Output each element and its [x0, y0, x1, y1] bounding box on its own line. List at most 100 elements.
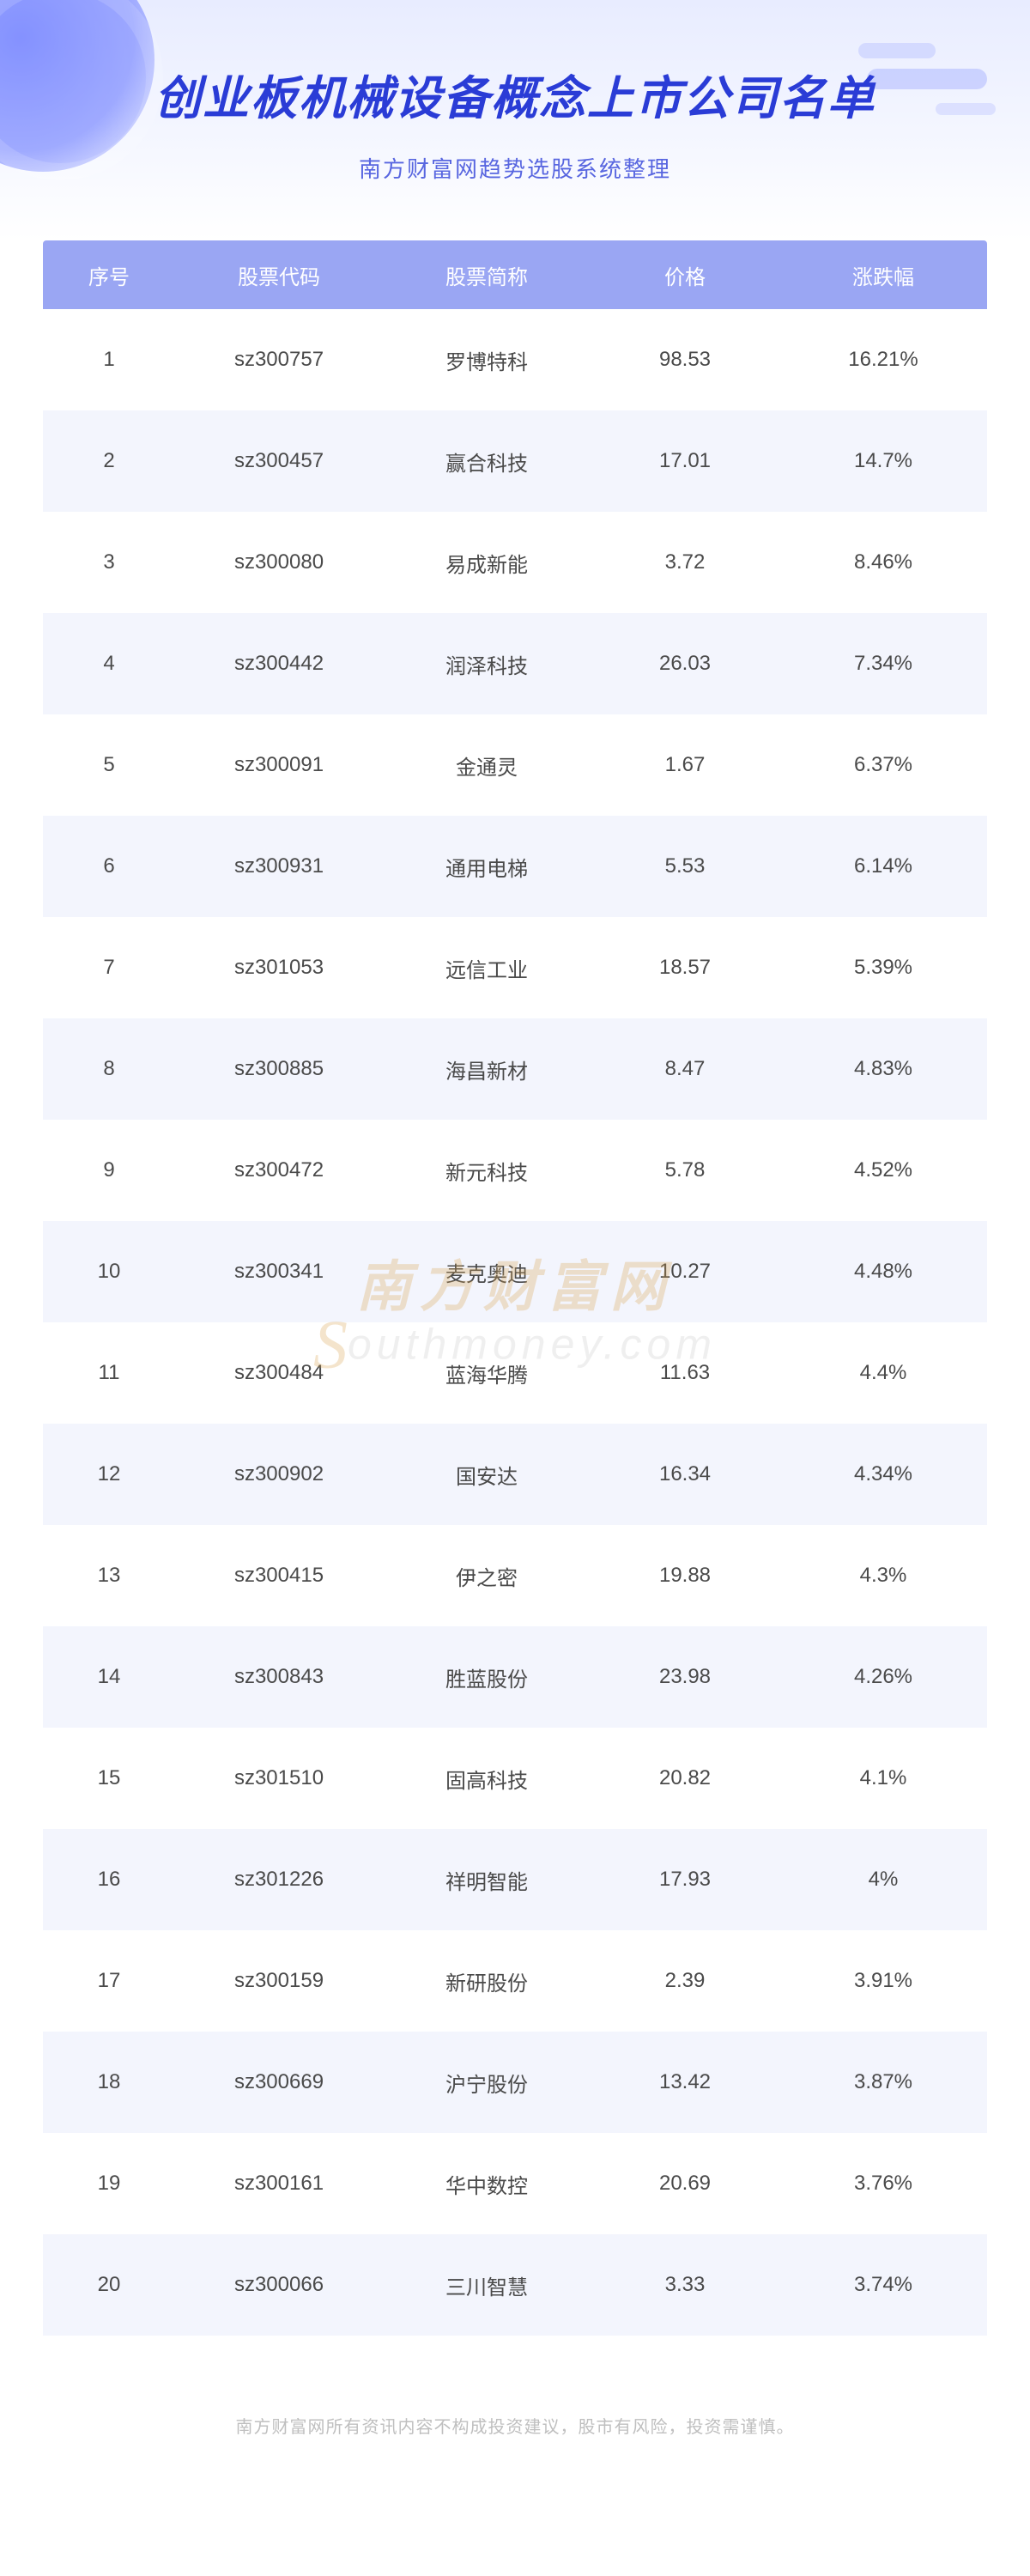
cell-price: 10.27 [591, 1260, 779, 1284]
page-header: 创业板机械设备概念上市公司名单 南方财富网趋势选股系统整理 [0, 0, 1030, 240]
cell-index: 19 [43, 2172, 175, 2196]
table-body: 1sz300757罗博特科98.5316.21%2sz300457赢合科技17.… [43, 309, 987, 2336]
cell-index: 3 [43, 550, 175, 574]
cell-change: 3.87% [779, 2070, 987, 2094]
page-container: 创业板机械设备概念上市公司名单 南方财富网趋势选股系统整理 序号 股票代码 股票… [0, 0, 1030, 2489]
cell-change: 4.3% [779, 1564, 987, 1588]
cell-price: 8.47 [591, 1057, 779, 1081]
cell-change: 3.91% [779, 1969, 987, 1993]
cell-price: 13.42 [591, 2070, 779, 2094]
cell-name: 新研股份 [383, 1966, 591, 1996]
cell-index: 16 [43, 1868, 175, 1892]
cell-name: 华中数控 [383, 2169, 591, 2199]
cell-name: 远信工业 [383, 953, 591, 983]
cell-change: 4.34% [779, 1462, 987, 1486]
cell-name: 金通灵 [383, 750, 591, 781]
table-row: 8sz300885海昌新材8.474.83% [43, 1018, 987, 1120]
cell-code: sz300161 [175, 2172, 383, 2196]
cell-name: 固高科技 [383, 1764, 591, 1794]
cell-code: sz300080 [175, 550, 383, 574]
cell-name: 三川智慧 [383, 2270, 591, 2300]
cell-code: sz301053 [175, 956, 383, 980]
col-header-index: 序号 [43, 260, 175, 290]
cell-price: 3.72 [591, 550, 779, 574]
cell-name: 伊之密 [383, 1561, 591, 1591]
cell-change: 4.1% [779, 1766, 987, 1790]
cell-change: 7.34% [779, 652, 987, 676]
cell-index: 10 [43, 1260, 175, 1284]
cell-price: 19.88 [591, 1564, 779, 1588]
table-row: 2sz300457赢合科技17.0114.7% [43, 410, 987, 512]
cell-code: sz300066 [175, 2273, 383, 2297]
cell-price: 1.67 [591, 753, 779, 777]
table-row: 7sz301053远信工业18.575.39% [43, 917, 987, 1018]
cell-code: sz300931 [175, 854, 383, 878]
cell-code: sz300669 [175, 2070, 383, 2094]
stock-table: 序号 股票代码 股票简称 价格 涨跌幅 1sz300757罗博特科98.5316… [0, 240, 1030, 2387]
cell-price: 20.69 [591, 2172, 779, 2196]
cell-price: 16.34 [591, 1462, 779, 1486]
cell-code: sz300902 [175, 1462, 383, 1486]
col-header-price: 价格 [591, 260, 779, 290]
table-row: 10sz300341麦克奥迪10.274.48% [43, 1221, 987, 1322]
cell-code: sz300457 [175, 449, 383, 473]
cell-change: 4.83% [779, 1057, 987, 1081]
cell-price: 23.98 [591, 1665, 779, 1689]
cell-name: 新元科技 [383, 1156, 591, 1186]
table-row: 9sz300472新元科技5.784.52% [43, 1120, 987, 1221]
table-row: 6sz300931通用电梯5.536.14% [43, 816, 987, 917]
table-row: 1sz300757罗博特科98.5316.21% [43, 309, 987, 410]
footer-disclaimer: 南方财富网所有资讯内容不构成投资建议，股市有风险，投资需谨慎。 [0, 2387, 1030, 2489]
cell-change: 3.74% [779, 2273, 987, 2297]
table-row: 4sz300442润泽科技26.037.34% [43, 613, 987, 714]
cell-change: 6.14% [779, 854, 987, 878]
cell-code: sz300442 [175, 652, 383, 676]
cell-price: 5.78 [591, 1158, 779, 1182]
table-row: 18sz300669沪宁股份13.423.87% [43, 2032, 987, 2133]
cell-name: 蓝海华腾 [383, 1358, 591, 1388]
cell-change: 4.26% [779, 1665, 987, 1689]
cell-index: 15 [43, 1766, 175, 1790]
cell-price: 11.63 [591, 1361, 779, 1385]
col-header-name: 股票简称 [383, 260, 591, 290]
cell-change: 4.52% [779, 1158, 987, 1182]
cell-change: 16.21% [779, 348, 987, 372]
col-header-code: 股票代码 [175, 260, 383, 290]
cell-name: 赢合科技 [383, 447, 591, 477]
cell-code: sz301510 [175, 1766, 383, 1790]
cell-change: 3.76% [779, 2172, 987, 2196]
cell-price: 18.57 [591, 956, 779, 980]
cell-index: 2 [43, 449, 175, 473]
cell-code: sz300843 [175, 1665, 383, 1689]
cell-code: sz300091 [175, 753, 383, 777]
cell-index: 13 [43, 1564, 175, 1588]
cell-code: sz301226 [175, 1868, 383, 1892]
cell-index: 4 [43, 652, 175, 676]
cell-name: 海昌新材 [383, 1054, 591, 1084]
cell-index: 12 [43, 1462, 175, 1486]
cell-name: 润泽科技 [383, 649, 591, 679]
cell-name: 麦克奥迪 [383, 1257, 591, 1287]
cell-price: 5.53 [591, 854, 779, 878]
cell-index: 6 [43, 854, 175, 878]
page-subtitle: 南方财富网趋势选股系统整理 [0, 152, 1030, 184]
cell-change: 4.4% [779, 1361, 987, 1385]
cell-code: sz300757 [175, 348, 383, 372]
cell-name: 罗博特科 [383, 345, 591, 375]
cell-index: 1 [43, 348, 175, 372]
table-row: 19sz300161华中数控20.693.76% [43, 2133, 987, 2234]
table-header-row: 序号 股票代码 股票简称 价格 涨跌幅 [43, 240, 987, 309]
cell-price: 98.53 [591, 348, 779, 372]
cell-price: 2.39 [591, 1969, 779, 1993]
table-row: 13sz300415伊之密19.884.3% [43, 1525, 987, 1626]
cell-name: 胜蓝股份 [383, 1662, 591, 1692]
cell-code: sz300341 [175, 1260, 383, 1284]
cell-change: 14.7% [779, 449, 987, 473]
cell-change: 4.48% [779, 1260, 987, 1284]
cell-code: sz300885 [175, 1057, 383, 1081]
cell-index: 5 [43, 753, 175, 777]
cell-price: 17.01 [591, 449, 779, 473]
cell-index: 14 [43, 1665, 175, 1689]
cell-index: 11 [43, 1361, 175, 1385]
table-row: 15sz301510固高科技20.824.1% [43, 1728, 987, 1829]
